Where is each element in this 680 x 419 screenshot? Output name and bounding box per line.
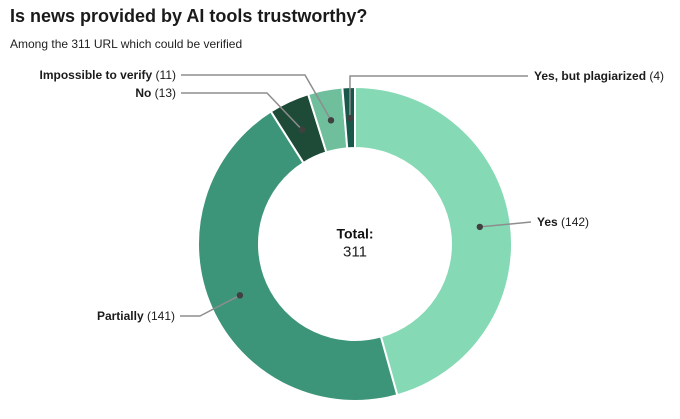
chart-subtitle: Among the 311 URL which could be verifie…	[10, 37, 243, 51]
leader-line-partially	[180, 294, 241, 317]
leader-dot-no	[298, 126, 306, 133]
leader-line-yes-but-plagiarized	[349, 75, 528, 119]
leader-dot-yes-but-plagiarized	[346, 114, 354, 122]
segment-label-partially: Partially (141)	[97, 309, 175, 323]
segment-label-no: No (13)	[135, 86, 176, 100]
donut-segment-yes[interactable]	[354, 85, 514, 397]
segment-label-yes: Yes (142)	[537, 215, 589, 229]
segment-label-impossible-to-verify: Impossible to verify (11)	[40, 68, 177, 82]
leader-line-no	[181, 92, 303, 131]
donut-segment-partially[interactable]	[197, 110, 399, 402]
leader-dot-impossible-to-verify	[327, 117, 335, 124]
chart-title: Is news provided by AI tools trustworthy…	[10, 6, 368, 26]
leader-dot-yes	[476, 223, 483, 231]
total-label: Total:	[336, 225, 374, 242]
leader-line-yes	[479, 221, 532, 228]
segment-label-yes-but-plagiarized: Yes, but plagiarized (4)	[534, 69, 664, 83]
donut-center-text: Total: 311	[336, 225, 373, 262]
total-value: 311	[343, 243, 367, 261]
leader-line-impossible-to-verify	[181, 74, 332, 121]
leader-dot-partially	[236, 292, 244, 299]
